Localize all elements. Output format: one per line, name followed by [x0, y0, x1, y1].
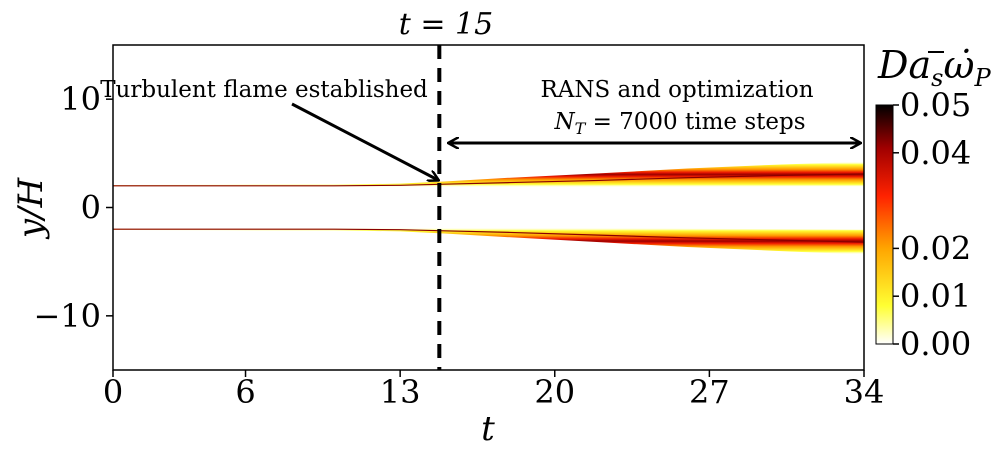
x-axis-label: t	[481, 409, 495, 449]
colorbar-tick-label: 0.04	[900, 134, 971, 172]
colorbar-tick-label: 0.05	[900, 86, 971, 124]
annotation-nt-symbol: N	[553, 109, 575, 135]
x-tick-label: 0	[103, 373, 123, 411]
x-tick-label: 20	[534, 373, 575, 411]
colorbar-title-omega: ω̇	[943, 43, 974, 87]
colorbar-tick-label: 0.01	[900, 277, 971, 315]
flame-bands	[113, 161, 865, 255]
annotation-nt-subscript: T	[575, 119, 587, 138]
plot-background	[113, 45, 864, 370]
flame-core-lower	[113, 228, 865, 243]
y-tick-label: 10	[60, 80, 101, 118]
plot-area	[112, 44, 865, 371]
annotation-arrow-left	[291, 102, 438, 180]
colorbar: 0.05 0.04 0.02 0.01 0.00 Dasω̇P	[875, 43, 991, 363]
x-tick-label: 13	[380, 373, 421, 411]
colorbar-title-p: P	[973, 64, 991, 92]
x-tick-label: 27	[689, 373, 730, 411]
annotation-nt-value: = 7000 time steps	[585, 109, 805, 135]
y-tick-label: −10	[33, 297, 101, 335]
annotation-turbulent-flame: Turbulent flame established	[100, 77, 428, 103]
colorbar-gradient	[875, 104, 894, 345]
flame-core-upper	[113, 173, 865, 187]
annotation-nt-steps: NT = 7000 time steps	[553, 109, 805, 138]
x-ticks: 0 6 13 20 27 34	[103, 370, 885, 411]
flame-band-upper	[113, 161, 864, 188]
colorbar-tick-label: 0.00	[900, 325, 971, 363]
y-axis-label: y/H	[11, 177, 51, 241]
y-tick-label: 0	[81, 189, 101, 227]
annotation-rans: RANS and optimization	[540, 77, 813, 103]
colorbar-tick-label: 0.02	[900, 229, 971, 267]
colorbar-title-da: Da	[877, 43, 931, 87]
x-tick-label: 6	[235, 373, 255, 411]
x-tick-label: 34	[844, 373, 885, 411]
y-ticks: 10 0 −10	[33, 80, 113, 335]
vline-top-label: t = 15	[399, 7, 493, 42]
colorbar-title-s: s	[931, 64, 943, 92]
colorbar-title: Dasω̇P	[877, 43, 991, 92]
flame-band-lower	[113, 227, 864, 255]
colorbar-ticks: 0.05 0.04 0.02 0.01 0.00	[893, 86, 971, 363]
